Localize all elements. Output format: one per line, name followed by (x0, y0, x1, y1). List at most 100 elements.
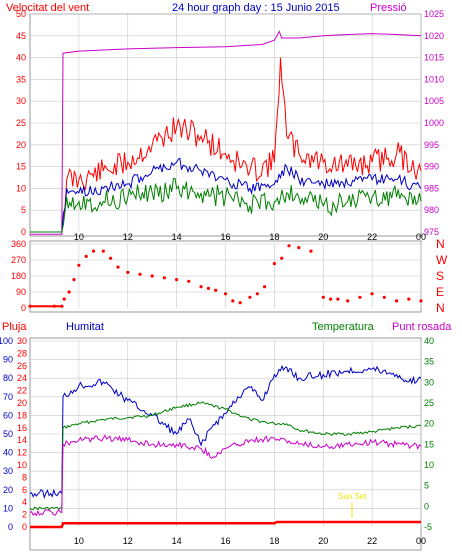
direction-point (199, 285, 203, 289)
pressure-tick-label: 985 (424, 183, 439, 193)
humidity-tick-label: 80 (3, 373, 13, 383)
direction-point (126, 270, 130, 274)
rain-tick-label: 6 (22, 485, 27, 495)
pressure-tick-label: 1025 (424, 9, 444, 19)
direction-point (231, 299, 235, 303)
x-tick-label: 18 (269, 536, 279, 546)
temperature-line (29, 401, 422, 511)
x-tick-label: 22 (367, 536, 377, 546)
rain-tick-label: 16 (17, 423, 27, 433)
wind-min-line (30, 177, 422, 233)
direction-point (280, 256, 284, 260)
direction-point (248, 295, 252, 299)
temperature-tick-label: 5 (424, 481, 429, 491)
temperature-tick-label: 40 (424, 336, 434, 346)
rain-tick-label: 22 (17, 386, 27, 396)
direction-point (329, 297, 333, 301)
direction-point (28, 304, 32, 308)
direction-tick-label: 0 (21, 303, 26, 313)
x-tick-label: 22 (367, 232, 377, 242)
humidity-tick-label: 90 (3, 355, 13, 365)
rain-tick-label: 28 (17, 348, 27, 358)
pressure-tick-label: 1000 (424, 118, 444, 128)
humidity-tick-label: 40 (3, 448, 13, 458)
humidity-tick-label: 50 (3, 429, 13, 439)
x-tick-label: 12 (123, 232, 133, 242)
direction-point (84, 254, 88, 258)
wind-tick-label: 15 (16, 162, 26, 172)
direction-point (206, 286, 210, 290)
pressure-tick-label: 975 (424, 227, 439, 237)
compass-label: E (436, 285, 444, 299)
wind-tick-label: 10 (16, 183, 26, 193)
pressure-tick-label: 990 (424, 162, 439, 172)
direction-point (116, 265, 120, 269)
x-tick-label: 00 (416, 232, 426, 242)
humidity-line (29, 364, 422, 500)
wind-tick-label: 50 (16, 9, 26, 19)
x-tick-label: 20 (318, 536, 328, 546)
wind-tick-label: 35 (16, 74, 26, 84)
x-tick-label: 14 (172, 232, 182, 242)
wind-tick-label: 5 (21, 205, 26, 215)
compass-label: N (436, 301, 445, 315)
direction-point (223, 292, 228, 296)
temperature-tick-label: 10 (424, 460, 434, 470)
rain-tick-label: 20 (17, 398, 27, 408)
direction-point (395, 299, 399, 303)
rain-tick-label: 8 (22, 472, 27, 482)
series-lines (28, 30, 423, 529)
direction-point (407, 297, 411, 301)
direction-point (187, 279, 191, 283)
direction-point (346, 299, 350, 303)
x-tick-label: 16 (220, 536, 230, 546)
direction-point (175, 278, 179, 282)
rain-label: Pluja (2, 321, 27, 333)
compass-label: S (436, 269, 444, 283)
temperature-tick-label: 0 (424, 501, 429, 511)
direction-point (67, 290, 71, 294)
direction-point (321, 295, 325, 299)
temperature-tick-label: 25 (424, 398, 434, 408)
direction-point (255, 292, 259, 296)
wind-tick-label: 20 (16, 140, 26, 150)
direction-point (419, 299, 423, 303)
pressure-tick-label: 1020 (424, 31, 444, 41)
direction-tick-label: 270 (11, 255, 26, 265)
grid-lines (30, 13, 422, 527)
dew-point-line (29, 434, 422, 517)
direction-tick-label: 360 (11, 239, 26, 249)
dew-point-label: Punt rosada (392, 321, 452, 333)
wind-tick-label: 30 (16, 96, 26, 106)
wind-gust-line (30, 57, 422, 233)
sunset-annotation: Sun Set (338, 492, 367, 501)
rain-line (30, 520, 421, 529)
wind-avg-line (30, 157, 422, 233)
rain-tick-label: 14 (17, 435, 27, 445)
rain-tick-label: 12 (17, 448, 27, 458)
direction-point (214, 288, 218, 292)
pressure-label: Pressió (370, 2, 407, 14)
direction-point (101, 249, 105, 253)
rain-tick-label: 2 (22, 510, 27, 520)
pressure-tick-label: 980 (424, 205, 439, 215)
x-tick-label: 00 (416, 536, 426, 546)
humidity-tick-label: 30 (3, 466, 13, 476)
compass-label: N (436, 237, 445, 251)
wind-tick-label: 0 (21, 227, 26, 237)
x-tick-label: 18 (269, 232, 279, 242)
wind-tick-label: 45 (16, 31, 26, 41)
x-tick-label: 12 (123, 536, 133, 546)
direction-point (272, 262, 276, 266)
pressure-tick-label: 995 (424, 140, 439, 150)
humidity-label: Humitat (66, 321, 104, 333)
direction-point (309, 249, 313, 253)
temperature-tick-label: -5 (424, 522, 432, 532)
rain-tick-label: 26 (17, 361, 27, 371)
direction-point (52, 304, 57, 308)
temperature-label: Temperatura (312, 321, 375, 333)
direction-point (62, 297, 66, 301)
direction-point (287, 244, 291, 248)
pressure-tick-label: 1010 (424, 74, 444, 84)
